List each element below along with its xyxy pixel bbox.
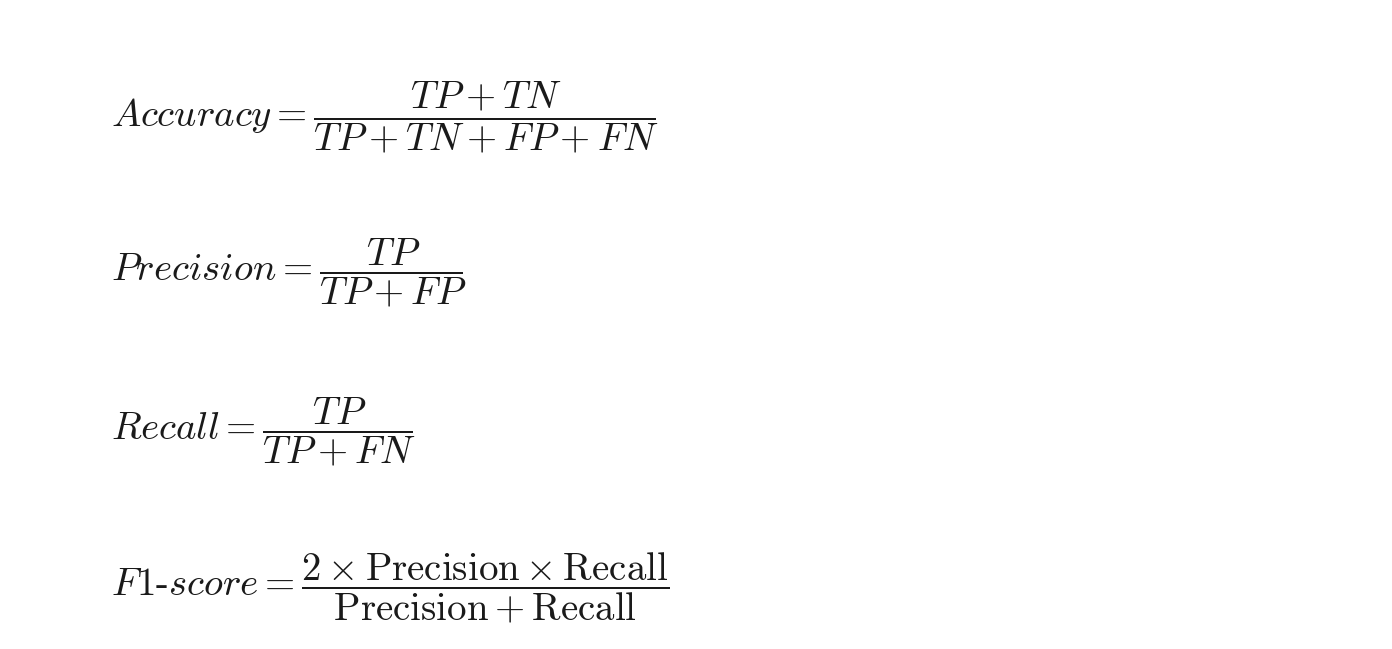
Text: $\mathit{Recall} = \dfrac{\mathit{TP}}{\mathit{TP}+\mathit{FN}}$: $\mathit{Recall} = \dfrac{\mathit{TP}}{\… (111, 395, 416, 468)
Text: $\mathit{Accuracy} = \dfrac{\mathit{TP}+\mathit{TN}}{\mathit{TP}+\mathit{TN}+\ma: $\mathit{Accuracy} = \dfrac{\mathit{TP}+… (111, 79, 658, 154)
Text: $\mathit{F1}\mathit{\text{-}score} = \dfrac{2 \times \mathrm{Precision} \times \: $\mathit{F1}\mathit{\text{-}score} = \df… (111, 550, 670, 624)
Text: $\mathit{Precision} = \dfrac{\mathit{TP}}{\mathit{TP}+\mathit{FP}}$: $\mathit{Precision} = \dfrac{\mathit{TP}… (111, 236, 468, 309)
